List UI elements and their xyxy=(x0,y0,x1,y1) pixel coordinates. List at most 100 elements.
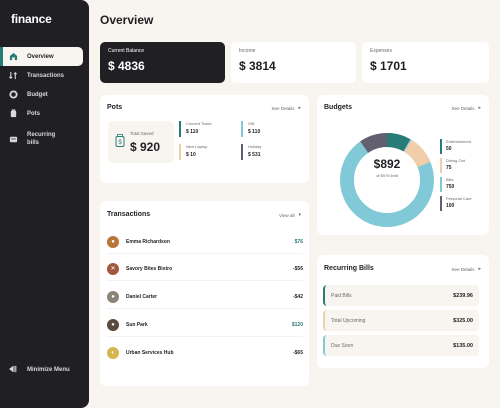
expenses-label: Expenses xyxy=(370,48,392,54)
avatar: ● xyxy=(107,235,119,248)
sidebar-item-overview[interactable]: Overview xyxy=(0,47,83,66)
budget-legend-item: Dining Out 75 xyxy=(440,158,465,173)
transaction-amount: -$42 xyxy=(292,293,303,300)
pot-item: New Laptop $ 10 xyxy=(179,144,207,160)
caret-down-icon: ▾ xyxy=(298,212,301,218)
sidebar-item-label: Budget xyxy=(27,91,48,98)
transaction-row[interactable]: ● Daniel Carter -$42 xyxy=(107,285,303,309)
avatar: ● xyxy=(107,318,119,331)
bills-icon xyxy=(9,135,18,144)
recurring-row-upcoming: Total Upcoming $325.00 xyxy=(323,310,479,331)
view-all-label: View all xyxy=(279,212,295,218)
budget-legend-item: Personal Care 100 xyxy=(440,196,472,211)
see-details-label: See Details xyxy=(271,105,295,111)
budget-spent-value: $892 xyxy=(373,157,401,171)
transaction-amount: $76 xyxy=(294,238,303,245)
pots-title: Pots xyxy=(107,104,123,111)
caret-right-icon: ▸ xyxy=(298,105,301,111)
pot-value: $ 110 xyxy=(248,129,261,135)
current-balance-value: $ 4836 xyxy=(108,59,145,73)
current-balance-card: Current Balance $ 4836 xyxy=(100,42,225,83)
budget-name: Entertainment xyxy=(446,139,471,144)
budget-name: Bills xyxy=(446,177,454,182)
recurring-bills-title: Recurring Bills xyxy=(324,265,374,272)
pot-value: $ 110 xyxy=(186,129,199,135)
caret-right-icon: ▸ xyxy=(478,266,481,272)
transaction-name: Daniel Carter xyxy=(126,293,158,300)
sidebar-item-label: Transactions xyxy=(27,72,65,79)
budgets-panel: Budgets See Details ▸ $892 of $975 limit… xyxy=(317,95,489,235)
recurring-value: $325.00 xyxy=(453,317,473,324)
donut-segment-entertainment xyxy=(340,133,434,227)
budget-value: 50 xyxy=(446,146,452,152)
transaction-row[interactable]: ● Emma Richardson $76 xyxy=(107,230,303,254)
transaction-amount: $120 xyxy=(291,321,303,328)
home-icon xyxy=(9,52,18,61)
minimize-label: Minimize Menu xyxy=(27,367,70,373)
budget-name: Personal Care xyxy=(446,196,472,201)
recurring-name: Due Soon xyxy=(331,342,354,349)
sidebar-item-recurring-bills[interactable]: Recurring bills xyxy=(0,127,83,151)
sidebar-item-label: Overview xyxy=(27,53,54,60)
see-details-label: See Details xyxy=(451,105,475,111)
pot-item: Holiday $ 531 xyxy=(241,144,261,160)
budget-legend-item: Entertainment 50 xyxy=(440,139,471,154)
recurring-row-paid: Paid Bills $239.96 xyxy=(323,285,479,306)
budget-icon xyxy=(9,90,18,99)
view-all-link[interactable]: View all ▾ xyxy=(279,212,301,218)
pot-value: $ 531 xyxy=(248,152,261,158)
expenses-value: $ 1701 xyxy=(370,59,407,73)
sidebar-item-pots[interactable]: Pots xyxy=(0,104,83,123)
transaction-row[interactable]: ● Sun Park $120 xyxy=(107,313,303,337)
transaction-amount: -$65 xyxy=(292,350,303,356)
recurring-value: $239.96 xyxy=(453,292,473,299)
minimize-menu-button[interactable]: Minimize Menu xyxy=(9,365,70,375)
sidebar-item-label: Recurring bills xyxy=(27,132,56,146)
sidebar-item-transactions[interactable]: Transactions xyxy=(0,66,83,85)
pot-name: Holiday xyxy=(248,144,262,149)
avatar: ● xyxy=(107,290,119,303)
pot-item: Concert Ticket $ 110 xyxy=(179,121,212,137)
budget-value: 100 xyxy=(446,203,455,209)
avatar: ◐ xyxy=(107,347,119,359)
pots-icon xyxy=(9,109,18,118)
transaction-name: Savory Bites Bistro xyxy=(126,265,173,272)
budget-donut-chart xyxy=(340,133,434,227)
avatar: ✕ xyxy=(107,262,119,275)
total-saved-label: Total Saved xyxy=(130,131,154,136)
transaction-name: Urban Services Hub xyxy=(126,350,174,356)
sidebar-item-budget[interactable]: Budget xyxy=(0,85,83,104)
jar-icon: $ xyxy=(115,134,125,152)
expenses-card: Expenses $ 1701 xyxy=(362,42,489,83)
see-details-label: See Details xyxy=(451,266,475,272)
transactions-title: Transactions xyxy=(107,211,151,218)
transactions-panel: Transactions View all ▾ ● Emma Richardso… xyxy=(100,201,309,386)
transaction-row[interactable]: ✕ Savory Bites Bistro -$56 xyxy=(107,257,303,281)
transaction-name: Sun Park xyxy=(126,321,148,328)
transaction-name: Emma Richardson xyxy=(126,238,170,245)
income-label: Income xyxy=(239,48,256,54)
recurring-see-details-link[interactable]: See Details ▸ xyxy=(451,266,481,272)
pots-panel: Pots See Details ▸ $ Total Saved $ 920 C… xyxy=(100,95,309,183)
recurring-row-due-soon: Due Soon $135.00 xyxy=(323,335,479,356)
pot-name: Concert Ticket xyxy=(186,121,212,126)
arrows-icon xyxy=(9,71,18,80)
budget-value: 750 xyxy=(446,184,455,190)
recurring-name: Paid Bills xyxy=(331,292,352,299)
total-saved-value: $ 920 xyxy=(130,140,161,154)
budget-legend-item: Bills 750 xyxy=(440,177,454,192)
budgets-see-details-link[interactable]: See Details ▸ xyxy=(451,105,481,111)
page-title: Overview xyxy=(100,13,154,27)
pot-item: Gift $ 110 xyxy=(241,121,260,137)
budget-value: 75 xyxy=(446,165,452,171)
transaction-row[interactable]: ◐ Urban Services Hub -$65 xyxy=(107,341,303,365)
budget-limit-label: of $975 limit xyxy=(376,173,398,178)
recurring-name: Total Upcoming xyxy=(331,317,366,324)
app-logo: finance xyxy=(11,12,52,26)
pots-see-details-link[interactable]: See Details ▸ xyxy=(271,105,301,111)
recurring-value: $135.00 xyxy=(453,342,473,349)
pot-value: $ 10 xyxy=(186,152,196,158)
minimize-arrow-icon xyxy=(9,365,18,375)
budget-name: Dining Out xyxy=(446,158,465,163)
recurring-bills-panel: Recurring Bills See Details ▸ Paid Bills… xyxy=(317,255,489,368)
